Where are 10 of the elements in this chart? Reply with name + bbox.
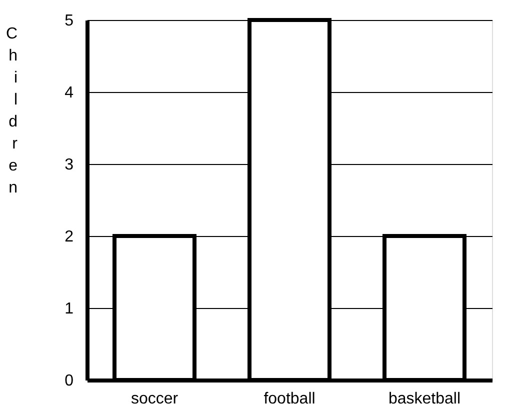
x-tick-label: football: [264, 390, 316, 408]
y-tick-label: 0: [64, 372, 74, 390]
y-tick-label: 3: [64, 156, 74, 174]
y-tick-label: 2: [64, 228, 74, 246]
x-tick-label: basketball: [388, 390, 461, 408]
y-tick-label: 4: [64, 84, 74, 102]
y-tick-label: 5: [64, 12, 74, 30]
x-tick-label: soccer: [130, 390, 179, 408]
y-tick-label: 1: [64, 300, 74, 318]
y-axis-title: Children: [6, 26, 18, 196]
